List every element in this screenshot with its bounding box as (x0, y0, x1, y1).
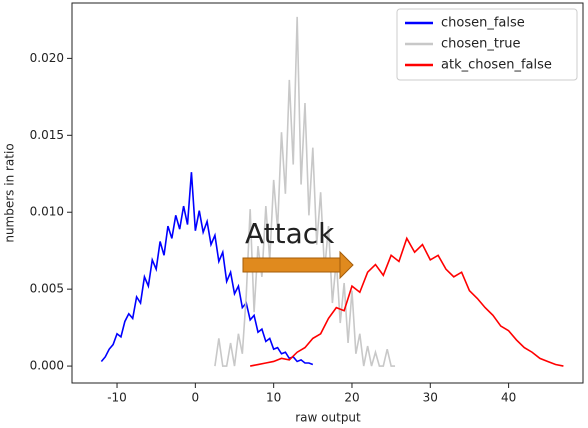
x-tick-label: 10 (266, 391, 281, 405)
series-line (214, 16, 396, 367)
x-tick-label: 30 (423, 391, 438, 405)
y-tick-label: 0.000 (30, 359, 64, 373)
legend-box (396, 8, 578, 81)
legend-label: atk_chosen_false (441, 58, 552, 73)
series-line (100, 172, 314, 366)
plot-area (100, 16, 564, 367)
y-axis-label: numbers in ratio (3, 143, 17, 242)
attack-arrow-head (339, 250, 354, 280)
y-tick-label: 0.020 (30, 51, 64, 65)
annotation: Attack (245, 217, 335, 250)
x-tick-label: 0 (192, 391, 200, 405)
x-tick-label: 40 (501, 391, 516, 405)
legend-label: chosen_false (441, 16, 525, 31)
legend-label: chosen_true (441, 37, 521, 52)
y-tick-label: 0.010 (30, 205, 64, 219)
x-axis-label: raw output (295, 411, 361, 425)
y-tick-label: 0.005 (30, 282, 64, 296)
x-tick-label: -10 (107, 391, 127, 405)
y-tick-label: 0.015 (30, 128, 64, 142)
series-line (250, 236, 564, 367)
plot-frame (71, 2, 584, 384)
x-tick-label: 20 (344, 391, 359, 405)
attack-arrow-body (242, 257, 341, 273)
